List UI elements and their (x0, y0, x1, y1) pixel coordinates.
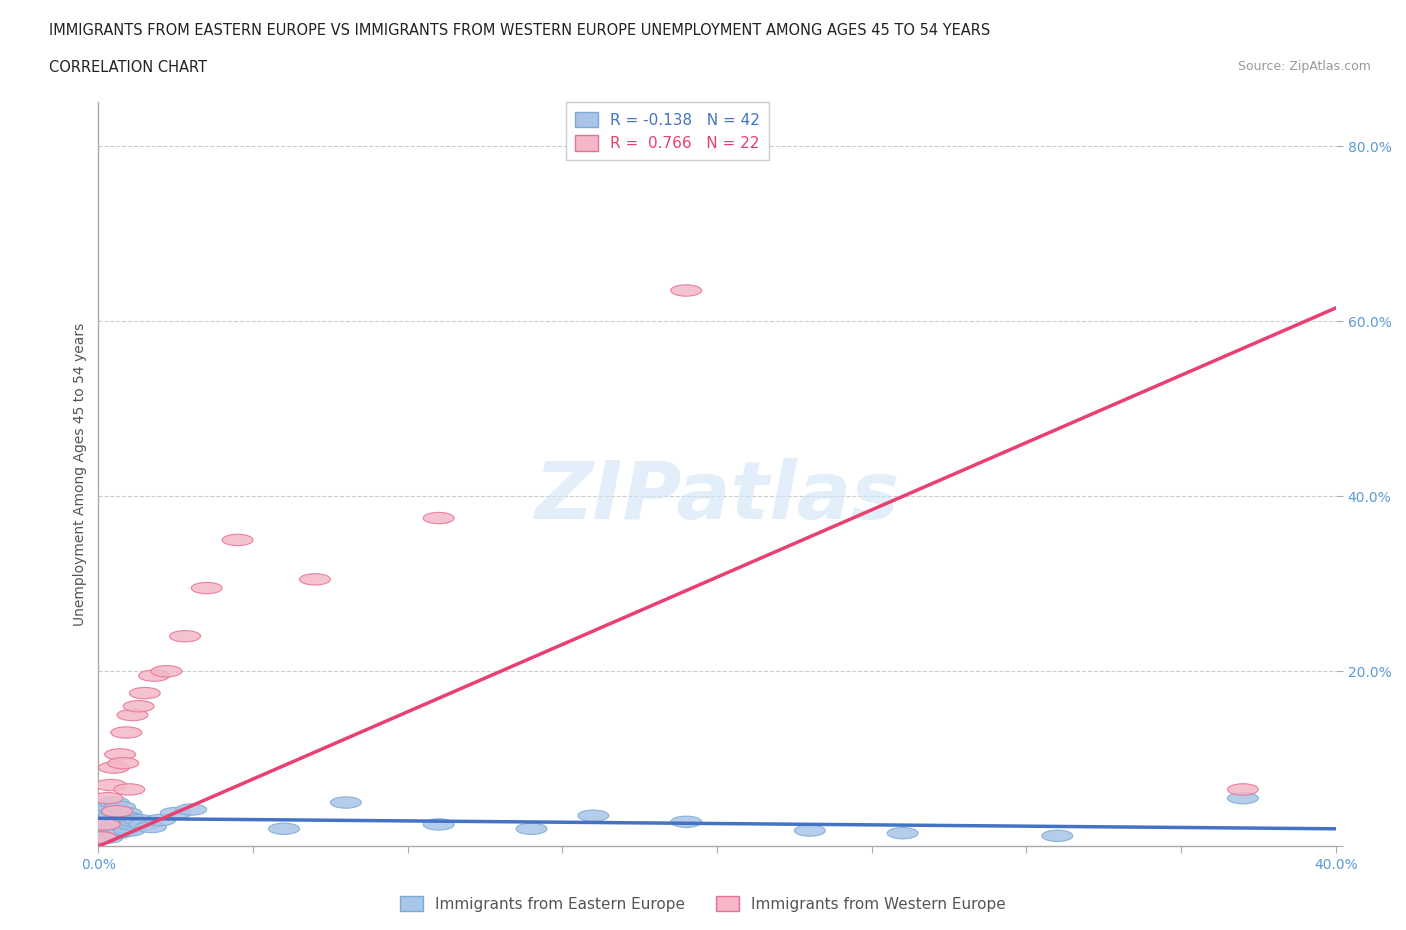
Ellipse shape (170, 631, 201, 642)
Ellipse shape (160, 807, 191, 818)
Ellipse shape (111, 807, 142, 818)
Ellipse shape (1227, 784, 1258, 795)
Ellipse shape (671, 817, 702, 828)
Ellipse shape (101, 805, 132, 817)
Ellipse shape (516, 823, 547, 834)
Ellipse shape (145, 815, 176, 826)
Ellipse shape (129, 687, 160, 698)
Ellipse shape (578, 810, 609, 821)
Ellipse shape (101, 805, 132, 817)
Ellipse shape (114, 784, 145, 795)
Ellipse shape (129, 818, 160, 830)
Ellipse shape (124, 700, 155, 712)
Ellipse shape (104, 815, 135, 826)
Ellipse shape (150, 666, 181, 677)
Ellipse shape (222, 534, 253, 546)
Ellipse shape (176, 804, 207, 816)
Ellipse shape (101, 818, 132, 830)
Ellipse shape (93, 792, 124, 804)
Ellipse shape (98, 797, 129, 808)
Text: ZIPatlas: ZIPatlas (534, 458, 900, 536)
Ellipse shape (89, 818, 120, 830)
Ellipse shape (86, 823, 117, 834)
Ellipse shape (671, 285, 702, 296)
Ellipse shape (98, 810, 129, 821)
Ellipse shape (269, 823, 299, 834)
Ellipse shape (114, 825, 145, 836)
Ellipse shape (89, 815, 120, 826)
Legend: R = -0.138   N = 42, R =  0.766   N = 22: R = -0.138 N = 42, R = 0.766 N = 22 (565, 102, 769, 161)
Y-axis label: Unemployment Among Ages 45 to 54 years: Unemployment Among Ages 45 to 54 years (73, 323, 87, 626)
Ellipse shape (104, 749, 135, 760)
Ellipse shape (111, 821, 142, 832)
Text: Source: ZipAtlas.com: Source: ZipAtlas.com (1237, 60, 1371, 73)
Ellipse shape (96, 802, 127, 813)
Ellipse shape (794, 825, 825, 836)
Ellipse shape (93, 805, 124, 817)
Ellipse shape (1227, 792, 1258, 804)
Text: IMMIGRANTS FROM EASTERN EUROPE VS IMMIGRANTS FROM WESTERN EUROPE UNEMPLOYMENT AM: IMMIGRANTS FROM EASTERN EUROPE VS IMMIGR… (49, 23, 990, 38)
Ellipse shape (108, 810, 139, 821)
Ellipse shape (108, 757, 139, 769)
Ellipse shape (104, 823, 135, 834)
Ellipse shape (299, 574, 330, 585)
Ellipse shape (330, 797, 361, 808)
Ellipse shape (89, 828, 120, 839)
Ellipse shape (423, 512, 454, 524)
Ellipse shape (117, 818, 148, 830)
Ellipse shape (887, 828, 918, 839)
Ellipse shape (96, 828, 127, 839)
Ellipse shape (423, 818, 454, 830)
Ellipse shape (1042, 830, 1073, 842)
Ellipse shape (96, 779, 127, 790)
Ellipse shape (120, 817, 150, 828)
Text: CORRELATION CHART: CORRELATION CHART (49, 60, 207, 75)
Ellipse shape (101, 828, 132, 839)
Legend: Immigrants from Eastern Europe, Immigrants from Western Europe: Immigrants from Eastern Europe, Immigran… (394, 889, 1012, 918)
Ellipse shape (124, 815, 155, 826)
Ellipse shape (191, 582, 222, 593)
Ellipse shape (111, 727, 142, 738)
Ellipse shape (139, 670, 170, 682)
Ellipse shape (117, 710, 148, 721)
Ellipse shape (135, 821, 166, 832)
Ellipse shape (93, 818, 124, 830)
Ellipse shape (96, 815, 127, 826)
Ellipse shape (93, 831, 124, 844)
Ellipse shape (98, 762, 129, 773)
Ellipse shape (104, 802, 135, 813)
Ellipse shape (98, 823, 129, 834)
Ellipse shape (114, 813, 145, 824)
Ellipse shape (86, 831, 117, 844)
Ellipse shape (108, 825, 139, 836)
